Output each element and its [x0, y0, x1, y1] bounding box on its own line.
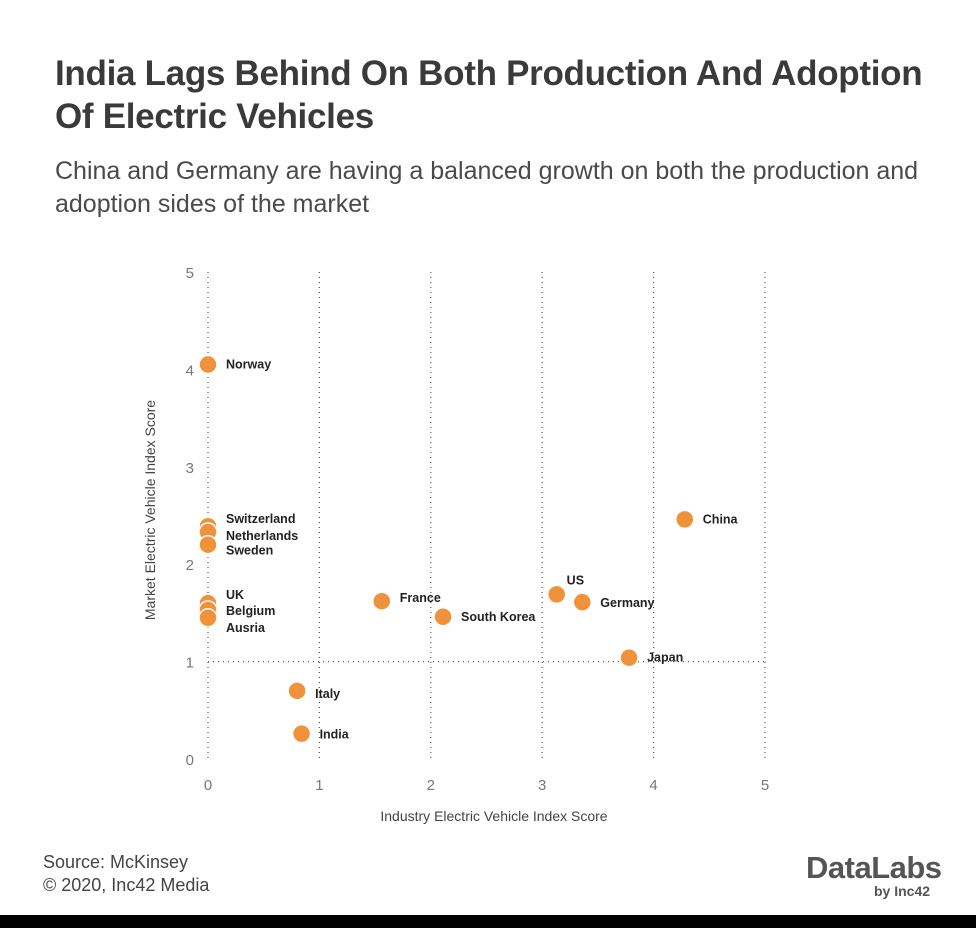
datalabs-logo: DataLabs by Inc42	[806, 850, 942, 899]
x-tick-label: 0	[204, 777, 212, 794]
data-point-china[interactable]: China	[675, 509, 739, 530]
y-tick-label: 1	[186, 655, 194, 672]
point-label: France	[400, 591, 441, 605]
point-label: Sweden	[226, 544, 273, 558]
point-label: Germany	[600, 596, 654, 610]
point-marker[interactable]	[198, 534, 218, 555]
data-point-france[interactable]: France	[372, 591, 441, 611]
y-axis-label: Market Electric Vehicle Index Score	[142, 400, 158, 620]
point-label: Switzerland	[226, 512, 295, 526]
source-note: Source: McKinsey © 2020, Inc42 Media	[43, 851, 209, 897]
point-marker[interactable]	[287, 681, 307, 701]
point-label: India	[320, 728, 350, 742]
point-marker[interactable]	[198, 354, 218, 375]
data-point-norway[interactable]: Norway	[198, 354, 271, 375]
logo-main: DataLabs	[806, 850, 942, 885]
point-marker[interactable]	[675, 509, 695, 530]
chart-title: India Lags Behind On Both Production And…	[55, 54, 923, 136]
x-tick-label: 2	[427, 777, 435, 794]
point-label: UK	[226, 588, 244, 602]
point-label: Norway	[226, 358, 271, 372]
bottom-bar	[0, 915, 976, 928]
point-label: China	[703, 512, 739, 526]
point-label: South Korea	[461, 610, 536, 624]
point-marker[interactable]	[372, 591, 392, 611]
point-marker[interactable]	[291, 723, 312, 744]
y-tick-label: 0	[186, 752, 194, 769]
point-marker[interactable]	[433, 607, 453, 627]
point-marker[interactable]	[546, 584, 567, 605]
y-tick-label: 5	[186, 265, 194, 282]
x-tick-label: 1	[315, 777, 323, 794]
data-point-germany[interactable]: Germany	[572, 592, 655, 612]
y-tick-label: 2	[186, 557, 194, 574]
logo-sub: by Inc42	[874, 883, 931, 899]
source-text: Source: McKinsey	[43, 852, 189, 872]
y-tick-label: 4	[186, 362, 194, 379]
point-label: US	[567, 573, 584, 587]
x-tick-label: 4	[649, 777, 657, 794]
point-label: Italy	[315, 687, 340, 701]
copyright-text: © 2020, Inc42 Media	[43, 875, 210, 895]
point-marker[interactable]	[572, 592, 593, 612]
data-point-italy[interactable]: Italy	[287, 681, 340, 701]
point-label: Netherlands	[226, 529, 298, 543]
chart-subtitle: China and Germany are having a balanced …	[55, 157, 919, 218]
data-point-japan[interactable]: Japan	[619, 647, 683, 668]
point-marker[interactable]	[198, 608, 218, 628]
point-label: Ausria	[226, 621, 266, 635]
data-point-ausria[interactable]: Ausria	[198, 608, 266, 635]
data-point-us[interactable]: US	[546, 573, 584, 605]
y-tick-label: 3	[186, 460, 194, 477]
point-marker[interactable]	[619, 647, 639, 668]
point-label: Japan	[647, 651, 683, 665]
point-label: Belgium	[226, 604, 275, 618]
x-tick-label: 3	[538, 777, 546, 794]
data-point-sweden[interactable]: Sweden	[198, 534, 273, 558]
x-axis-label: Industry Electric Vehicle Index Score	[380, 808, 607, 824]
data-point-south-korea[interactable]: South Korea	[433, 607, 536, 627]
data-point-india[interactable]: India	[291, 723, 350, 744]
x-tick-label: 5	[761, 777, 769, 794]
